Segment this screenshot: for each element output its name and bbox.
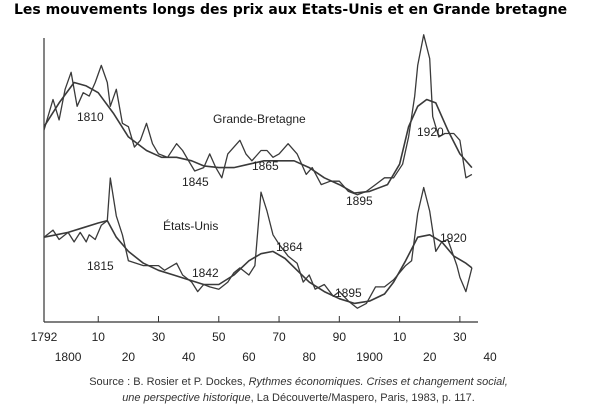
x-tick-label-row1: 1792: [31, 330, 58, 344]
x-ticks: 1792 10 30 50 70 90 10 30 1800 20 40 60 80 1900 20 40: [31, 316, 497, 364]
us-label-1842: 1842: [192, 266, 219, 280]
series-layer: [43, 34, 473, 309]
x-tick-label-row1: 70: [272, 330, 286, 344]
us-label-1895: 1895: [335, 286, 362, 300]
source-line-1: Source : B. Rosier et P. Dockes, Rythmes…: [0, 374, 597, 390]
x-tick-label-row2: 60: [242, 350, 256, 364]
x-tick-label-row1: 10: [92, 330, 106, 344]
annotations: Grande-Bretagne États-Unis 1810 1845 186…: [77, 110, 467, 300]
series-etats-unis-annual: [43, 177, 473, 309]
gb-label-1865: 1865: [252, 159, 279, 173]
source-note: Source : B. Rosier et P. Dockes, Rythmes…: [0, 374, 597, 406]
gb-label-1920: 1920: [417, 125, 444, 139]
x-tick-label-row2: 20: [122, 350, 136, 364]
x-tick-label-row2: 80: [303, 350, 317, 364]
us-label-1815: 1815: [87, 259, 114, 273]
gb-label-1845: 1845: [182, 175, 209, 189]
x-tick-label-row1: 30: [152, 330, 166, 344]
chart-title: Les mouvements longs des prix aux Etats-…: [14, 2, 568, 18]
source-prefix: Source : B. Rosier et P. Dockes,: [89, 376, 249, 388]
source-book-title: Rythmes économiques. Crises et changemen…: [248, 376, 508, 388]
x-tick-label-row1: 90: [333, 330, 347, 344]
series-label-grande-bretagne: Grande-Bretagne: [213, 112, 306, 126]
series-label-etats-unis: États-Unis: [163, 218, 218, 233]
x-tick-label-row2: 1800: [55, 350, 82, 364]
chart-axes: [43, 38, 478, 323]
x-tick-label-row2: 40: [483, 350, 497, 364]
us-label-1920: 1920: [440, 231, 467, 245]
source-publisher: , La Découverte/Maspero, Paris, 1983, p.…: [250, 392, 475, 404]
gb-label-1895: 1895: [346, 194, 373, 208]
x-tick-label-row2: 20: [423, 350, 437, 364]
x-tick-label-row1: 30: [453, 330, 467, 344]
x-tick-label-row2: 1900: [356, 350, 383, 364]
x-tick-label-row1: 10: [393, 330, 407, 344]
x-tick-label-row1: 50: [212, 330, 226, 344]
series-grande-bretagne-annual: [43, 34, 473, 196]
source-subtitle: une perspective historique: [122, 392, 251, 404]
gb-label-1810: 1810: [77, 110, 104, 124]
series-grande-bretagne-trend: [43, 81, 473, 194]
us-label-1864: 1864: [276, 240, 303, 254]
series-etats-unis-trend: [43, 219, 473, 305]
source-line-2: une perspective historique, La Découvert…: [0, 390, 597, 406]
x-tick-label-row2: 40: [182, 350, 196, 364]
